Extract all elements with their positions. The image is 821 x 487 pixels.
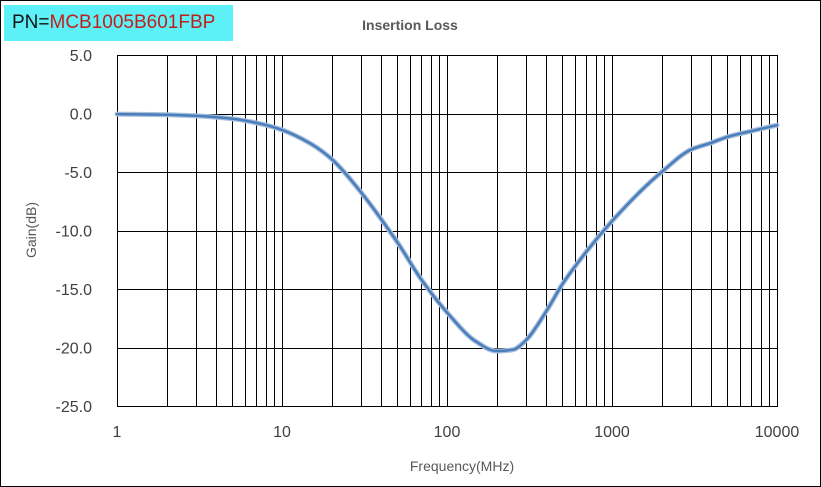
x-tick-label: 1000 [594,424,630,441]
part-number-value: MCB1005B601FBP [49,12,216,33]
plot-border [117,55,778,407]
y-axis-ticks: 5.0 0.0 -5.0 -10.0 -15.0 -20.0 -25.0 [56,48,93,416]
x-axis-ticks: 1 10 100 1000 10000 [113,424,800,441]
y-tick-label: 0.0 [70,107,92,124]
x-tick-label: 10 [273,424,291,441]
part-number-prefix: PN= [12,12,50,33]
x-axis-label: Frequency(MHz) [410,458,514,474]
x-tick-label: 1 [113,424,122,441]
x-tick-label: 100 [434,424,461,441]
plot-grid [117,55,778,407]
y-tick-label: 5.0 [70,48,92,65]
part-number-label: PN= MCB1005B601FBP [4,5,233,41]
chart-title: Insertion Loss [362,17,458,33]
y-axis-label: Gain(dB) [23,202,39,258]
y-tick-label: -10.0 [56,224,93,241]
y-tick-label: -25.0 [56,399,93,416]
y-tick-label: -20.0 [56,341,93,358]
series-line-gain [115,112,779,353]
x-tick-label: 10000 [755,424,800,441]
y-tick-label: -15.0 [56,282,93,299]
y-tick-label: -5.0 [64,165,92,182]
series-layer [114,111,780,354]
